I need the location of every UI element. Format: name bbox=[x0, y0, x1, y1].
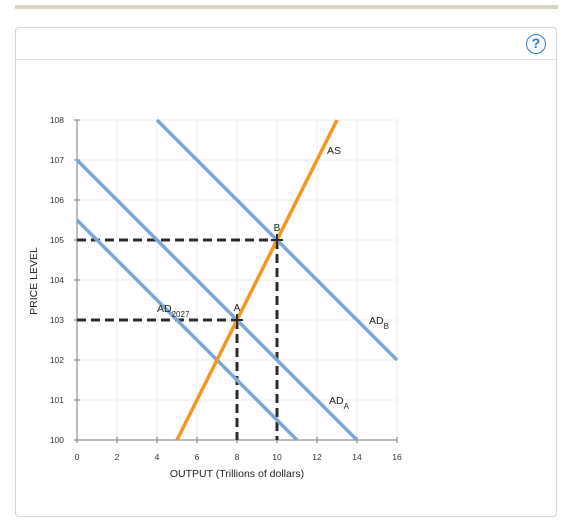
graph-panel: ? bbox=[15, 27, 557, 517]
curve-label-ada: ADA bbox=[329, 395, 350, 411]
x-tick-label: 12 bbox=[312, 452, 322, 462]
y-tick-label: 108 bbox=[50, 115, 64, 125]
y-tick-label: 100 bbox=[50, 435, 64, 445]
x-tick-label: 2 bbox=[115, 452, 120, 462]
y-tick-label: 106 bbox=[50, 195, 64, 205]
x-tick-label: 0 bbox=[75, 452, 80, 462]
x-tick-label: 10 bbox=[272, 452, 282, 462]
curve-label-adb: ADB bbox=[369, 315, 389, 331]
curve-label-ad2027: AD2027 bbox=[157, 303, 190, 319]
top-rule bbox=[15, 5, 558, 9]
y-axis-title: PRICE LEVEL bbox=[28, 247, 40, 315]
help-button[interactable]: ? bbox=[526, 34, 546, 54]
point-label-a: A bbox=[234, 303, 241, 314]
x-tick-label: 14 bbox=[352, 452, 362, 462]
y-tick-label: 103 bbox=[50, 315, 64, 325]
curve-label-text: AS bbox=[327, 145, 341, 157]
curve-label-text: AD2027 bbox=[157, 303, 190, 319]
y-tick-label: 104 bbox=[50, 275, 64, 285]
point-label-b: B bbox=[274, 223, 281, 234]
series-line-as bbox=[175, 119, 339, 441]
curve-label-text: ADB bbox=[369, 315, 389, 331]
x-tick-label: 16 bbox=[392, 452, 402, 462]
x-tick-label: 4 bbox=[155, 452, 160, 462]
series-line-ada bbox=[75, 158, 359, 442]
panel-header: ? bbox=[16, 28, 556, 60]
x-tick-label: 8 bbox=[235, 452, 240, 462]
y-tick-label: 107 bbox=[50, 155, 64, 165]
series-line-ad2027 bbox=[75, 218, 299, 442]
y-tick-label: 105 bbox=[50, 235, 64, 245]
y-tick-label: 102 bbox=[50, 355, 64, 365]
x-tick-label: 6 bbox=[195, 452, 200, 462]
x-axis-title: OUTPUT (Trillions of dollars) bbox=[170, 468, 304, 480]
curve-label-text: ADA bbox=[329, 395, 350, 411]
curve-label-as: AS bbox=[327, 145, 341, 157]
y-tick-label: 101 bbox=[50, 395, 64, 405]
